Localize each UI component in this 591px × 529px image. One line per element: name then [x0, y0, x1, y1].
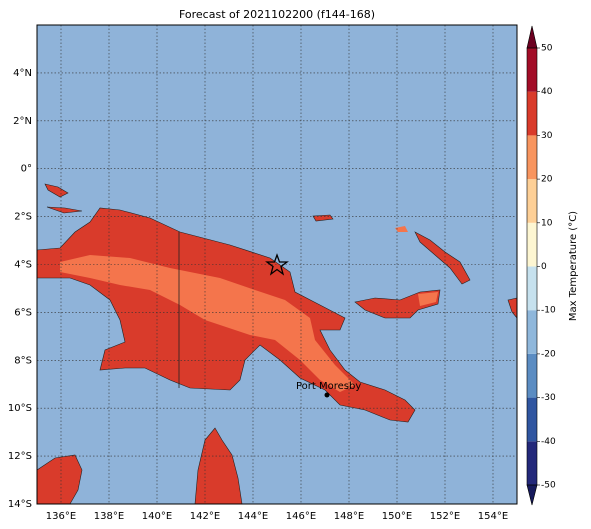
colorbar-extend-low	[526, 484, 538, 506]
colorbar-band	[527, 91, 537, 136]
highlands	[60, 255, 355, 392]
city-label: Port Moresby	[296, 381, 361, 392]
lat-tick-label: 10°S	[8, 403, 32, 414]
lon-tick-label: 144°E	[238, 511, 268, 522]
land	[36, 183, 518, 505]
lon-tick-label: 136°E	[46, 511, 76, 522]
lon-tick-label: 152°E	[430, 511, 460, 522]
lat-tick-label: 8°S	[14, 355, 32, 366]
lat-tick-label: 4°S	[14, 260, 32, 271]
lat-tick-label: 12°S	[8, 451, 32, 462]
colorbar-tick-label: 0	[541, 262, 547, 272]
lon-tick-label: 142°E	[190, 511, 220, 522]
colorbar-band	[527, 353, 537, 398]
yapen	[46, 206, 83, 214]
colorbar-band	[527, 48, 537, 92]
lat-tick-label: 14°S	[8, 499, 32, 510]
lon-tick-label: 150°E	[382, 511, 412, 522]
colorbar-band	[527, 135, 537, 180]
colorbar-band	[527, 441, 537, 485]
graticule	[37, 25, 517, 505]
colorbar	[526, 25, 540, 506]
colorbar-extend-high	[526, 25, 538, 49]
lat-tick-label: 6°S	[14, 307, 32, 318]
city-dot	[324, 392, 330, 398]
colorbar-tick-label: -40	[541, 437, 556, 447]
colorbar-label: Max Temperature (°C)	[568, 211, 579, 321]
new-britain-east	[418, 292, 438, 306]
colorbar-tick-label: -20	[541, 349, 556, 359]
colorbar-tick-label: 30	[541, 131, 553, 141]
new-hanover	[395, 226, 408, 232]
colorbar-band	[527, 397, 537, 442]
colorbar-band	[527, 179, 537, 223]
lon-tick-label: 138°E	[94, 511, 124, 522]
lon-tick-label: 146°E	[286, 511, 316, 522]
colorbar-tick-label: -50	[541, 481, 556, 491]
colorbar-tick-label: 50	[541, 44, 553, 54]
lon-tick-label: 154°E	[478, 511, 508, 522]
cape-york	[194, 427, 243, 505]
colorbar-tick-label: 40	[541, 87, 553, 97]
map-title: Forecast of 2021102200 (f144-168)	[179, 8, 375, 21]
colorbar-tick-label: -10	[541, 306, 556, 316]
lat-tick-label: 2°S	[14, 212, 32, 223]
colorbar-band	[527, 310, 537, 354]
lat-tick-label: 0°	[21, 164, 32, 175]
colorbar-tick-label: 20	[541, 175, 553, 185]
colorbar-band	[527, 266, 537, 311]
lat-tick-label: 2°N	[13, 116, 32, 127]
map-frame	[36, 24, 518, 505]
location-star	[265, 253, 289, 276]
lat-tick-label: 4°N	[13, 68, 32, 79]
lon-tick-label: 140°E	[142, 511, 172, 522]
colorbar-tick-label: -30	[541, 393, 556, 403]
new-ireland	[414, 231, 471, 285]
lon-tick-label: 148°E	[334, 511, 364, 522]
biak	[44, 183, 69, 198]
colorbar-band	[527, 222, 537, 267]
colorbar-tick-label: 10	[541, 218, 553, 228]
